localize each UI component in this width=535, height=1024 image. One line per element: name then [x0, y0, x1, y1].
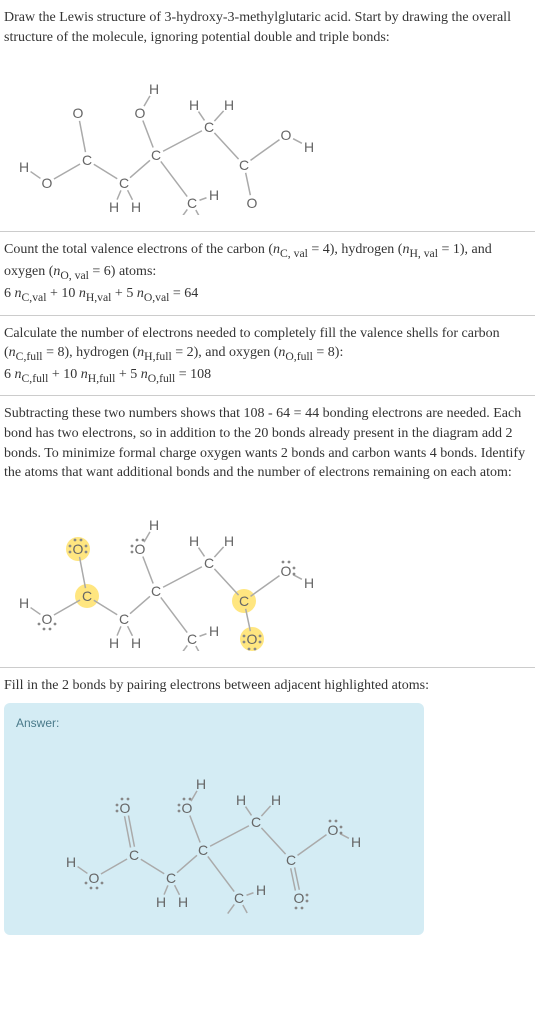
svg-text:C: C [166, 870, 176, 886]
svg-text:H: H [209, 187, 219, 203]
svg-text:H: H [131, 635, 141, 651]
svg-text:H: H [224, 97, 234, 113]
valence-section: Count the total valence electrons of the… [0, 232, 535, 315]
svg-text:H: H [149, 81, 159, 97]
svg-text:H: H [271, 792, 281, 808]
svg-text:H: H [218, 912, 228, 915]
answer-box: Answer: HOOCCHHOHCCHHHCHHCOOH [4, 703, 424, 935]
full-shell-section: Calculate the number of electrons needed… [0, 316, 535, 397]
svg-text:H: H [304, 575, 314, 591]
fill-text: Fill in the 2 bonds by pairing electrons… [4, 676, 531, 696]
svg-text:C: C [151, 147, 161, 163]
svg-text:O: O [247, 195, 258, 211]
svg-text:H: H [19, 595, 29, 611]
svg-text:O: O [182, 800, 193, 816]
svg-text:H: H [304, 139, 314, 155]
svg-text:H: H [178, 894, 188, 910]
valence-equation: 6 nC,val + 10 nH,val + 5 nO,val = 64 [4, 284, 531, 306]
svg-text:C: C [234, 890, 244, 906]
svg-text:C: C [82, 588, 92, 604]
svg-text:H: H [149, 517, 159, 533]
svg-text:H: H [224, 533, 234, 549]
svg-text:H: H [209, 623, 219, 639]
svg-text:H: H [189, 97, 199, 113]
svg-text:O: O [120, 800, 131, 816]
svg-text:C: C [204, 555, 214, 571]
intro-section: Draw the Lewis structure of 3-hydroxy-3-… [0, 0, 535, 232]
answer-label: Answer: [16, 715, 412, 732]
svg-text:O: O [89, 870, 100, 886]
subtract-text: Subtracting these two numbers shows that… [4, 404, 531, 482]
svg-text:O: O [73, 541, 84, 557]
svg-text:O: O [294, 890, 305, 906]
svg-text:H: H [156, 894, 166, 910]
svg-text:C: C [286, 852, 296, 868]
svg-text:H: H [109, 635, 119, 651]
svg-text:C: C [187, 195, 197, 211]
answer-diagram: HOOCCHHOHCCHHHCHHCOOH [16, 740, 412, 915]
valence-intro: Count the total valence electrons of the… [4, 240, 531, 284]
svg-text:H: H [236, 792, 246, 808]
svg-text:C: C [119, 611, 129, 627]
svg-text:C: C [151, 583, 161, 599]
svg-text:O: O [247, 631, 258, 647]
svg-text:H: H [196, 776, 206, 792]
svg-text:H: H [246, 912, 256, 915]
svg-text:C: C [187, 631, 197, 647]
svg-text:O: O [281, 127, 292, 143]
structure-diagram-1: HOOCCHHOHCCHHHCHHCOOH [4, 55, 531, 215]
svg-text:C: C [129, 847, 139, 863]
svg-text:O: O [135, 105, 146, 121]
svg-text:H: H [351, 834, 361, 850]
svg-text:O: O [73, 105, 84, 121]
svg-text:O: O [42, 175, 53, 191]
subtract-section: Subtracting these two numbers shows that… [0, 396, 535, 667]
svg-text:C: C [204, 119, 214, 135]
svg-text:H: H [109, 199, 119, 215]
svg-text:O: O [328, 822, 339, 838]
svg-text:H: H [19, 159, 29, 175]
full-intro: Calculate the number of electrons needed… [4, 324, 531, 366]
svg-text:C: C [198, 842, 208, 858]
svg-text:O: O [281, 563, 292, 579]
fill-section: Fill in the 2 bonds by pairing electrons… [0, 668, 535, 943]
svg-text:H: H [189, 533, 199, 549]
svg-text:H: H [131, 199, 141, 215]
svg-text:C: C [119, 175, 129, 191]
svg-text:O: O [42, 611, 53, 627]
svg-text:O: O [135, 541, 146, 557]
structure-diagram-2: HOOCCHHOHCCHHHCHHCOOH [4, 491, 531, 651]
full-equation: 6 nC,full + 10 nH,full + 5 nO,full = 108 [4, 365, 531, 387]
svg-text:C: C [251, 814, 261, 830]
svg-text:H: H [256, 882, 266, 898]
svg-text:H: H [66, 854, 76, 870]
svg-text:C: C [239, 593, 249, 609]
intro-text: Draw the Lewis structure of 3-hydroxy-3-… [4, 8, 531, 47]
svg-text:C: C [239, 157, 249, 173]
svg-text:C: C [82, 152, 92, 168]
